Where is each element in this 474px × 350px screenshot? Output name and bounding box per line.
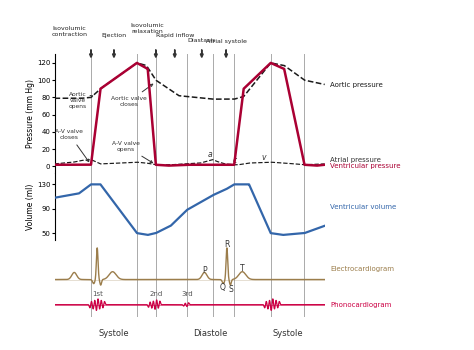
Text: A-V valve
closes: A-V valve closes bbox=[55, 129, 89, 162]
Text: Phonocardiogram: Phonocardiogram bbox=[330, 302, 392, 308]
Text: Atrial systole: Atrial systole bbox=[206, 38, 246, 43]
Text: 3rd: 3rd bbox=[181, 291, 193, 297]
Text: Rapid inflow: Rapid inflow bbox=[155, 33, 194, 38]
Text: Isovolumic
contraction: Isovolumic contraction bbox=[51, 26, 87, 37]
Text: T: T bbox=[240, 264, 245, 273]
Text: Aortic
valve
opens: Aortic valve opens bbox=[68, 92, 93, 109]
Text: Aortic valve
closes: Aortic valve closes bbox=[111, 84, 153, 107]
Text: Atrial pressure: Atrial pressure bbox=[330, 158, 381, 163]
Text: R: R bbox=[224, 240, 229, 249]
Text: Q: Q bbox=[220, 283, 226, 292]
Text: c: c bbox=[233, 156, 237, 165]
Text: 1st: 1st bbox=[92, 291, 103, 297]
Text: Ejection: Ejection bbox=[101, 33, 127, 38]
Text: Ventricular pressure: Ventricular pressure bbox=[330, 163, 401, 169]
Text: Diastasis: Diastasis bbox=[188, 38, 216, 43]
Text: v: v bbox=[262, 153, 266, 162]
Y-axis label: Volume (ml): Volume (ml) bbox=[27, 184, 36, 230]
Text: P: P bbox=[202, 266, 207, 275]
Text: 2nd: 2nd bbox=[149, 291, 163, 297]
Text: Aortic pressure: Aortic pressure bbox=[330, 82, 383, 88]
Text: Systole: Systole bbox=[273, 329, 303, 338]
Y-axis label: Pressure (mm Hg): Pressure (mm Hg) bbox=[27, 79, 36, 148]
Text: Diastole: Diastole bbox=[192, 329, 227, 338]
Text: a: a bbox=[208, 150, 212, 160]
Text: Electrocardiogram: Electrocardiogram bbox=[330, 266, 394, 272]
Text: Systole: Systole bbox=[99, 329, 129, 338]
Text: Isovolumic
relaxation: Isovolumic relaxation bbox=[131, 23, 164, 34]
Text: S: S bbox=[228, 285, 233, 294]
Text: Ventricular volume: Ventricular volume bbox=[330, 204, 397, 210]
Text: A-V valve
opens: A-V valve opens bbox=[112, 141, 153, 163]
